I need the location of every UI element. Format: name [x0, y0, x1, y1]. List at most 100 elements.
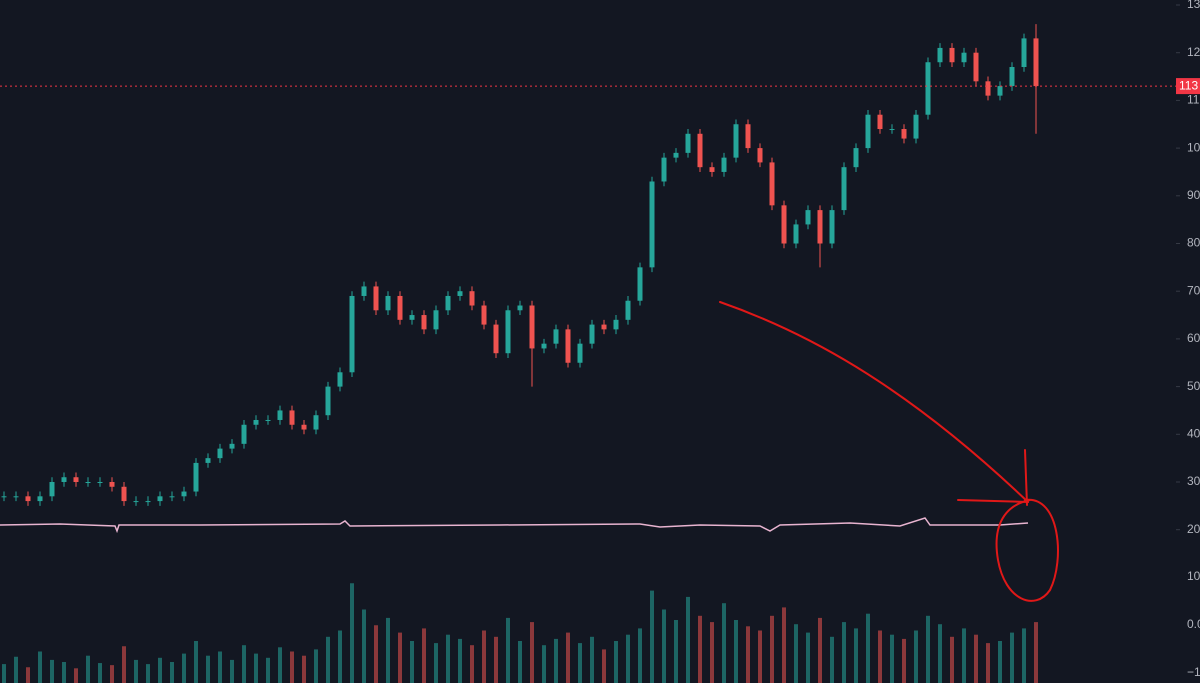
candle-body — [949, 47, 955, 63]
volume-bar — [326, 636, 330, 683]
volume-bar — [26, 667, 30, 683]
volume-bar — [746, 626, 750, 683]
volume-bar — [902, 638, 906, 683]
volume-bar — [314, 649, 318, 683]
volume-bar — [506, 617, 510, 683]
volume-bar — [386, 617, 390, 683]
candle-body — [541, 343, 547, 349]
candle-body — [697, 133, 703, 168]
volume-bar — [62, 662, 66, 683]
candle-body — [373, 286, 379, 311]
candle-body — [145, 501, 151, 503]
candle-body — [853, 148, 859, 168]
annotation-circle — [995, 498, 1059, 602]
annotation-stroke — [1024, 449, 1028, 506]
candle-body — [205, 458, 211, 463]
volume-bar — [278, 647, 282, 683]
candle-body — [73, 477, 79, 482]
candle-body — [709, 167, 715, 172]
volume-bar — [206, 655, 210, 683]
volume-bar — [734, 620, 738, 683]
candle-body — [781, 205, 787, 244]
y-tick-label: 100 — [1187, 140, 1200, 154]
annotation-arrow — [719, 301, 1029, 503]
y-tick-label: 80 — [1187, 236, 1200, 250]
candle-body — [937, 47, 943, 63]
candle-body — [721, 157, 727, 172]
candle-body — [25, 496, 31, 502]
candle-body — [817, 210, 823, 244]
volume-bar — [146, 664, 150, 683]
candle-body — [685, 133, 691, 153]
volume-bar — [266, 657, 270, 683]
candle-body — [997, 86, 1003, 96]
volume-bar — [218, 651, 222, 683]
candle-body — [1021, 38, 1027, 68]
lower-pane-label: 100 — [1187, 569, 1200, 583]
candle-body — [397, 295, 403, 320]
volume-bar — [782, 607, 786, 683]
y-tick-label: 30 — [1187, 474, 1200, 488]
volume-bar — [818, 617, 822, 683]
candle-body — [265, 419, 271, 421]
candle-body — [769, 162, 775, 206]
volume-bar — [974, 634, 978, 683]
candle-body — [229, 443, 235, 449]
volume-bar — [530, 622, 534, 683]
oscillator-line — [0, 517, 1029, 534]
candle-body — [805, 210, 811, 225]
volume-bar — [374, 625, 378, 683]
candle-body — [529, 305, 535, 349]
candle-body — [289, 410, 295, 425]
volume-bar — [662, 609, 666, 683]
price-pane — [1, 24, 1039, 506]
candle-body — [1009, 67, 1015, 87]
annotation-arrowhead — [957, 499, 1029, 503]
volume-bar — [470, 645, 474, 683]
candle-body — [745, 124, 751, 149]
volume-bar — [938, 624, 942, 683]
volume-bar — [806, 632, 810, 683]
volume-bar — [758, 630, 762, 683]
volume-bar — [74, 668, 78, 683]
volume-bar — [890, 634, 894, 683]
volume-bar — [122, 646, 126, 683]
lower-pane-label: −10 — [1187, 665, 1200, 679]
volume-bar — [866, 613, 870, 683]
candle-body — [961, 52, 967, 63]
y-tick-label: 90 — [1187, 188, 1200, 202]
volume-bar — [986, 643, 990, 683]
y-tick-label: 40 — [1187, 426, 1200, 440]
volume-bar — [170, 662, 174, 683]
candle-body — [253, 419, 259, 425]
candle-body — [649, 181, 655, 268]
volume-bar — [710, 622, 714, 683]
volume-bar — [602, 649, 606, 683]
candle-body — [1, 496, 7, 498]
candle-body — [61, 477, 67, 482]
lower-pane-label: 0.0 — [1187, 617, 1200, 631]
volume-bar — [794, 624, 798, 683]
y-tick-label: 120 — [1187, 45, 1200, 59]
volume-bar — [242, 645, 246, 683]
volume-bar — [950, 636, 954, 683]
candle-body — [421, 315, 427, 330]
candle-body — [985, 81, 991, 96]
candle-body — [661, 157, 667, 182]
candle-body — [577, 343, 583, 363]
volume-bar — [614, 641, 618, 683]
candle-body — [469, 291, 475, 306]
volume-bar — [878, 630, 882, 683]
volume-bar — [518, 641, 522, 683]
candle-body — [733, 124, 739, 158]
volume-bar — [230, 659, 234, 683]
candle-body — [385, 295, 391, 311]
volume-bar — [914, 630, 918, 683]
volume-bar — [2, 664, 6, 683]
volume-bar — [926, 615, 930, 683]
volume-bar — [434, 643, 438, 683]
candle-body — [493, 324, 499, 354]
volume-bar — [554, 638, 558, 683]
